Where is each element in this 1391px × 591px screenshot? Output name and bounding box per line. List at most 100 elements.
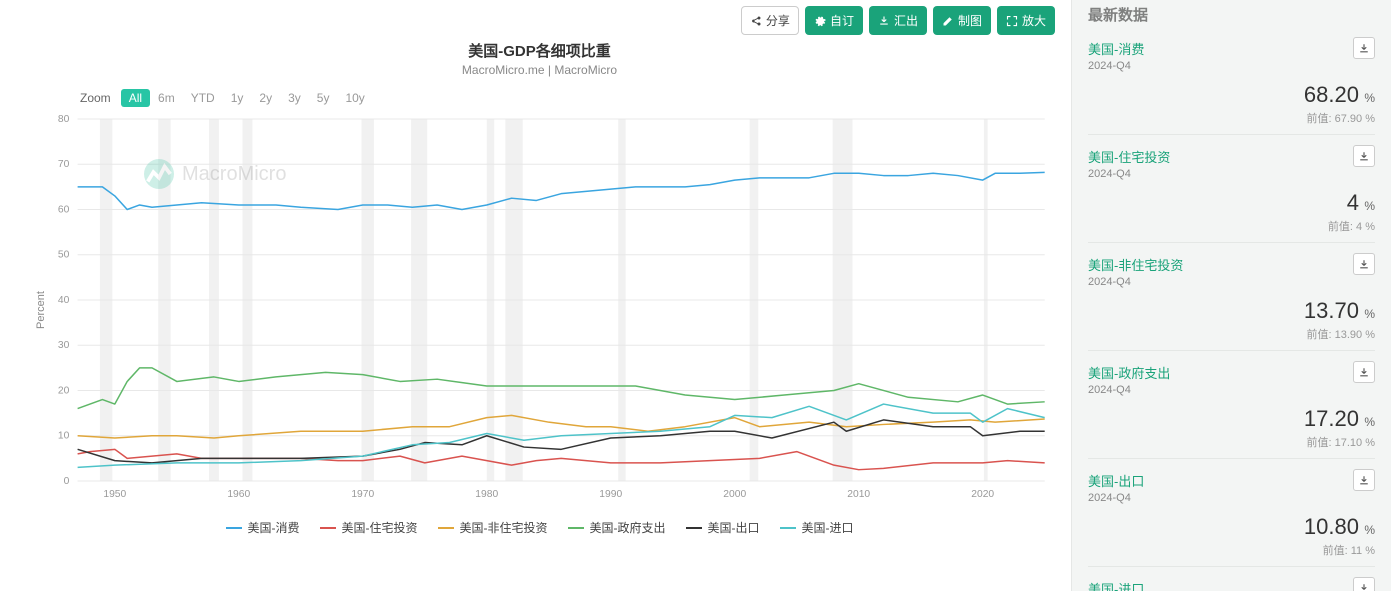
- sidebar-item-value-row: 68.20 %: [1088, 82, 1375, 108]
- download-item-button[interactable]: [1353, 145, 1375, 167]
- svg-text:2000: 2000: [723, 489, 746, 500]
- range-button-6m[interactable]: 6m: [150, 89, 183, 107]
- draw-button[interactable]: 制图: [933, 6, 991, 35]
- svg-text:20: 20: [58, 386, 70, 397]
- sidebar-item-period: 2024-Q4: [1088, 168, 1375, 180]
- app-container: 分享 自订 汇出 制图 放大 美国-GDP各细项比重 MacroMicro.me…: [0, 0, 1391, 591]
- legend-item[interactable]: 美国-消费: [226, 519, 300, 536]
- export-button[interactable]: 汇出: [869, 6, 927, 35]
- svg-text:60: 60: [58, 205, 70, 216]
- sidebar-item-prev: 前值: 4 %: [1088, 218, 1375, 234]
- legend-item[interactable]: 美国-进口: [780, 519, 854, 536]
- sidebar-data-item: 美国-进口2024-Q4: [1088, 566, 1375, 591]
- svg-text:1970: 1970: [351, 489, 374, 500]
- legend-swatch: [780, 527, 796, 529]
- download-item-button[interactable]: [1353, 253, 1375, 275]
- sidebar-item-name[interactable]: 美国-消费: [1088, 39, 1375, 58]
- gear-icon: [814, 15, 826, 27]
- share-button[interactable]: 分享: [741, 6, 799, 35]
- sidebar-item-name[interactable]: 美国-住宅投资: [1088, 147, 1375, 166]
- download-item-button[interactable]: [1353, 469, 1375, 491]
- sidebar-item-name[interactable]: 美国-政府支出: [1088, 363, 1375, 382]
- sidebar-title: 最新数据: [1088, 0, 1375, 27]
- zoom-label: Zoom: [80, 91, 111, 105]
- legend-label: 美国-消费: [248, 519, 300, 536]
- sidebar-item-unit: %: [1361, 199, 1375, 213]
- download-item-button[interactable]: [1353, 361, 1375, 383]
- sidebar-item-period: 2024-Q4: [1088, 60, 1375, 72]
- expand-icon: [1006, 15, 1018, 27]
- sidebar-item-unit: %: [1361, 307, 1375, 321]
- legend-label: 美国-进口: [802, 519, 854, 536]
- expand-label: 放大: [1022, 12, 1046, 29]
- svg-text:2020: 2020: [971, 489, 994, 500]
- sidebar-item-name[interactable]: 美国-进口: [1088, 579, 1375, 591]
- chart-title: 美国-GDP各细项比重: [24, 40, 1055, 61]
- download-icon: [878, 15, 890, 27]
- legend-swatch: [568, 527, 584, 529]
- range-button-2y[interactable]: 2y: [251, 89, 280, 107]
- sidebar-item-value-row: 10.80 %: [1088, 514, 1375, 540]
- sidebar-item-value: 4: [1347, 190, 1359, 215]
- sidebar-item-unit: %: [1361, 523, 1375, 537]
- chart-toolbar: 分享 自订 汇出 制图 放大: [741, 6, 1055, 35]
- svg-text:2010: 2010: [847, 489, 870, 500]
- range-button-1y[interactable]: 1y: [223, 89, 252, 107]
- range-button-3y[interactable]: 3y: [280, 89, 309, 107]
- legend-swatch: [226, 527, 242, 529]
- customize-button[interactable]: 自订: [805, 6, 863, 35]
- chart-subtitle: MacroMicro.me | MacroMicro: [24, 63, 1055, 77]
- svg-text:1950: 1950: [103, 489, 126, 500]
- svg-text:1990: 1990: [599, 489, 622, 500]
- svg-text:1980: 1980: [475, 489, 498, 500]
- range-button-5y[interactable]: 5y: [309, 89, 338, 107]
- svg-text:50: 50: [58, 250, 70, 261]
- expand-button[interactable]: 放大: [997, 6, 1055, 35]
- svg-text:1960: 1960: [227, 489, 250, 500]
- sidebar-data-item: 美国-政府支出 2024-Q4 17.20 % 前值: 17.10 %: [1088, 350, 1375, 458]
- sidebar-data-item: 美国-消费 2024-Q4 68.20 % 前值: 67.90 %: [1088, 27, 1375, 134]
- chart-plot[interactable]: Percent MacroMicro 010203040506070801950…: [24, 111, 1055, 509]
- sidebar-item-value-row: 13.70 %: [1088, 298, 1375, 324]
- download-item-button[interactable]: [1353, 577, 1375, 591]
- sidebar-item-period: 2024-Q4: [1088, 276, 1375, 288]
- sidebar-item-unit: %: [1361, 415, 1375, 429]
- sidebar-item-prev: 前值: 17.10 %: [1088, 434, 1375, 450]
- sidebar-panel: 最新数据 美国-消费 2024-Q4 68.20 % 前值: 67.90 % 美国-住宅…: [1071, 0, 1391, 591]
- chart-panel: 分享 自订 汇出 制图 放大 美国-GDP各细项比重 MacroMicro.me…: [0, 0, 1071, 591]
- sidebar-item-name[interactable]: 美国-非住宅投资: [1088, 255, 1375, 274]
- legend-item[interactable]: 美国-政府支出: [568, 519, 666, 536]
- pencil-icon: [942, 15, 954, 27]
- sidebar-data-item: 美国-住宅投资 2024-Q4 4 % 前值: 4 %: [1088, 134, 1375, 242]
- sidebar-item-period: 2024-Q4: [1088, 492, 1375, 504]
- legend-swatch: [320, 527, 336, 529]
- range-button-ytd[interactable]: YTD: [183, 89, 223, 107]
- sidebar-item-unit: %: [1361, 91, 1375, 105]
- export-label: 汇出: [894, 12, 918, 29]
- download-item-button[interactable]: [1353, 37, 1375, 59]
- legend-label: 美国-非住宅投资: [460, 519, 548, 536]
- sidebar-item-prev: 前值: 67.90 %: [1088, 110, 1375, 126]
- sidebar-item-name[interactable]: 美国-出口: [1088, 471, 1375, 490]
- legend-item[interactable]: 美国-非住宅投资: [438, 519, 548, 536]
- svg-text:70: 70: [58, 159, 70, 170]
- sidebar-item-prev: 前值: 13.90 %: [1088, 326, 1375, 342]
- sidebar-item-value: 17.20: [1304, 406, 1359, 431]
- sidebar-data-item: 美国-出口2024-Q410.80 %前值: 11 %: [1088, 458, 1375, 566]
- svg-text:0: 0: [64, 476, 70, 487]
- sidebar-item-value-row: 17.20 %: [1088, 406, 1375, 432]
- svg-text:10: 10: [58, 431, 70, 442]
- y-axis-label: Percent: [35, 291, 47, 329]
- svg-text:80: 80: [58, 114, 70, 125]
- legend-item[interactable]: 美国-出口: [686, 519, 760, 536]
- sidebar-item-value-row: 4 %: [1088, 190, 1375, 216]
- legend-swatch: [686, 527, 702, 529]
- share-label: 分享: [766, 12, 790, 29]
- svg-text:40: 40: [58, 295, 70, 306]
- sidebar-item-period: 2024-Q4: [1088, 384, 1375, 396]
- draw-label: 制图: [958, 12, 982, 29]
- range-button-all[interactable]: All: [121, 89, 150, 107]
- legend-swatch: [438, 527, 454, 529]
- range-button-10y[interactable]: 10y: [337, 89, 372, 107]
- legend-item[interactable]: 美国-住宅投资: [320, 519, 418, 536]
